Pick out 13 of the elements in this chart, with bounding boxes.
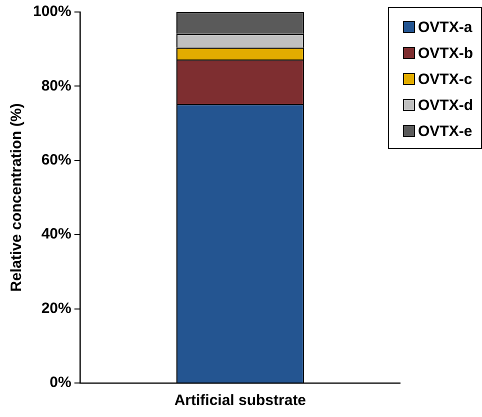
y-tick-label: 40% bbox=[41, 226, 72, 243]
y-tick-label: 100% bbox=[32, 3, 72, 20]
legend-label: OVTX-e bbox=[418, 122, 472, 140]
x-tick-label: Artificial substrate bbox=[174, 392, 306, 410]
legend-label: OVTX-c bbox=[418, 70, 472, 88]
y-tick-label: 80% bbox=[41, 77, 72, 94]
legend-label: OVTX-a bbox=[418, 18, 472, 36]
legend-label: OVTX-d bbox=[418, 96, 473, 114]
y-axis-title: Relative concentration (%) bbox=[8, 103, 26, 292]
y-tick-label: 0% bbox=[50, 374, 72, 392]
y-tick-label: 60% bbox=[41, 152, 72, 169]
legend-label: OVTX-b bbox=[418, 44, 473, 62]
y-tick-label: 20% bbox=[41, 300, 72, 317]
